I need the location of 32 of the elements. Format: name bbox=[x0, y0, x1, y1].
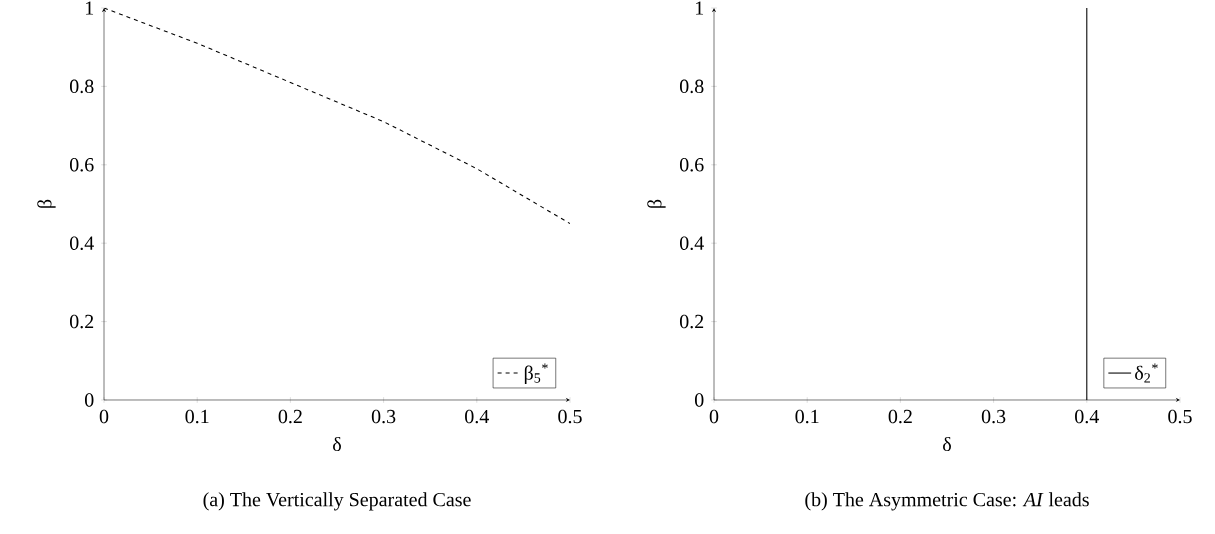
x-axis-title: δ bbox=[333, 436, 341, 452]
ref-line-label: δ$_{2}$* bbox=[1135, 363, 1158, 383]
x-axis-title: δ bbox=[943, 436, 951, 452]
y-tick-label: 0.8 bbox=[69, 79, 94, 94]
legend-label: β$_{5}$* bbox=[524, 363, 548, 384]
y-tick-label: 1 bbox=[85, 1, 94, 15]
y-tick-label: 0.4 bbox=[679, 236, 704, 250]
y-tick-label: 0.8 bbox=[679, 79, 704, 94]
y-tick-label: 1 bbox=[695, 1, 704, 15]
x-tick-label: 0 bbox=[99, 409, 109, 424]
x-tick-label: 0 bbox=[709, 409, 719, 424]
y-tick-label: 0.6 bbox=[679, 158, 704, 172]
y-axis-title: β bbox=[647, 199, 666, 208]
x-tick-label: 0.5 bbox=[1168, 409, 1192, 424]
y-tick-label: 0 bbox=[84, 393, 94, 407]
x-tick-label: 0.4 bbox=[465, 409, 489, 424]
x-tick-label: 0.4 bbox=[1075, 409, 1099, 424]
y-tick-label: 0.6 bbox=[69, 158, 94, 172]
x-tick-label: 0.3 bbox=[981, 409, 1006, 424]
y-tick-label: 0.4 bbox=[69, 236, 94, 250]
x-tick-label: 0.2 bbox=[888, 409, 912, 424]
text: (b) The Asymmetric Case: AI leads bbox=[805, 492, 1089, 511]
y-tick-label: 0.2 bbox=[69, 314, 94, 329]
text: (a) The Vertically Separated Case bbox=[203, 492, 471, 511]
x-tick-label: 0.1 bbox=[795, 409, 819, 424]
x-tick-label: 0.2 bbox=[278, 409, 302, 424]
x-tick-label: 0.3 bbox=[371, 409, 396, 424]
x-tick-label: 0.1 bbox=[185, 409, 209, 424]
x-tick-label: 0.5 bbox=[558, 409, 582, 424]
y-tick-label: 0.2 bbox=[679, 314, 704, 329]
y-axis-title: β bbox=[37, 199, 56, 208]
y-tick-label: 0 bbox=[694, 393, 704, 407]
